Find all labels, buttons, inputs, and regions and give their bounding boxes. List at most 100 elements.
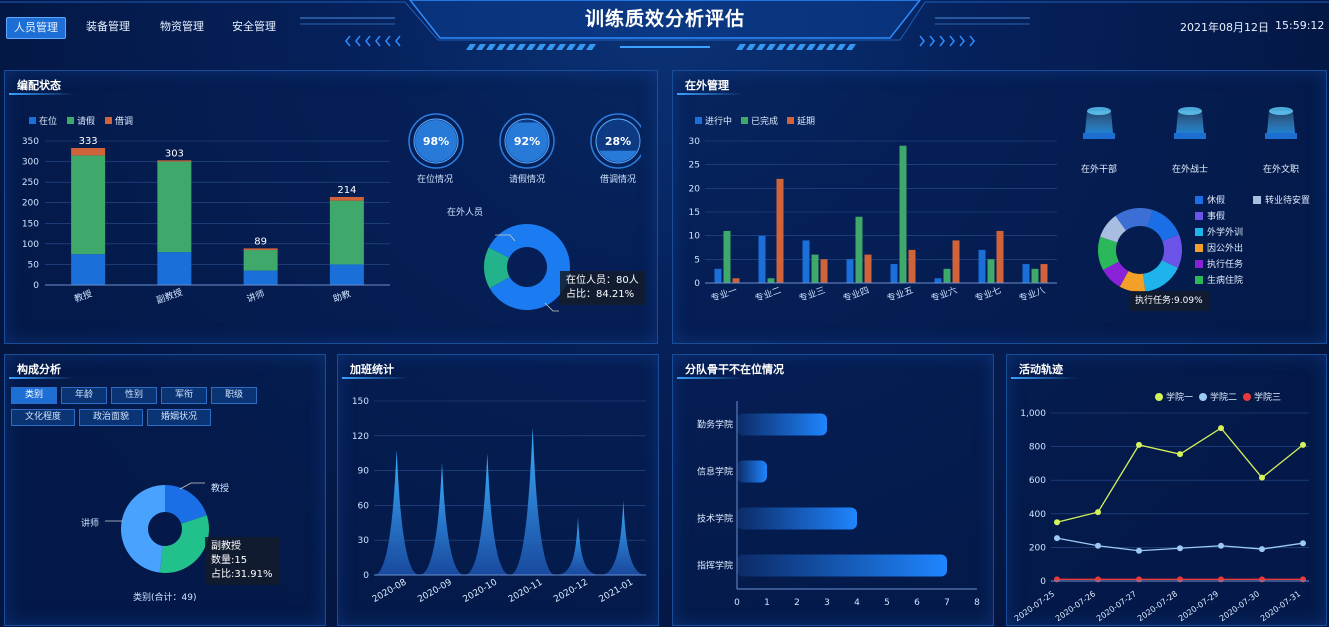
bar-0-1[interactable]	[723, 230, 731, 283]
bar-1-0[interactable]	[758, 235, 766, 283]
bar-4-1[interactable]	[899, 145, 907, 283]
bar-2-1[interactable]	[811, 254, 819, 283]
area-peak-0[interactable]	[374, 449, 420, 575]
nav-tab-supplies[interactable]: 物资管理	[160, 20, 204, 33]
hbar-3[interactable]	[737, 554, 947, 577]
tab-political[interactable]: 政治面貌	[79, 409, 143, 426]
bar-7-2[interactable]	[1040, 264, 1048, 283]
point-1-5[interactable]	[1259, 546, 1265, 553]
point-0-0[interactable]	[1054, 519, 1060, 526]
legend-item-1[interactable]: 事假	[1195, 211, 1225, 223]
legend-item-3[interactable]: 因公外出	[1195, 243, 1243, 255]
bar-4-0[interactable]	[890, 264, 898, 283]
area-peak-4[interactable]	[555, 517, 601, 575]
bar-0-1[interactable]	[71, 155, 106, 255]
tab-level[interactable]: 职级	[211, 387, 257, 404]
point-1-4[interactable]	[1218, 542, 1224, 549]
bar-0-0[interactable]	[71, 254, 106, 285]
panel-staffing-title: 编配状态	[17, 79, 61, 92]
bar-3-2[interactable]	[864, 254, 872, 283]
bar-2-0[interactable]	[243, 270, 278, 285]
bar-1-1[interactable]	[767, 278, 775, 283]
bar-3-1[interactable]	[855, 216, 863, 283]
reason-donut-slice-6[interactable]	[1100, 215, 1127, 243]
bar-1-0[interactable]	[157, 252, 192, 285]
outside-donut-slice-1[interactable]	[484, 247, 510, 289]
area-peak-1[interactable]	[419, 462, 465, 575]
tab-age[interactable]: 年龄	[61, 387, 107, 404]
legend-label-0: 在位	[39, 115, 57, 127]
bar-2-2[interactable]	[820, 259, 828, 283]
bar-3-0[interactable]	[846, 259, 854, 283]
point-0-3[interactable]	[1177, 451, 1183, 458]
point-0-4[interactable]	[1218, 425, 1224, 432]
outside-donut-slice-0[interactable]	[488, 224, 570, 310]
bar-2-2[interactable]	[243, 248, 278, 251]
tab-marital[interactable]: 婚姻状况	[147, 409, 211, 426]
reason-donut-slice-7[interactable]	[1115, 208, 1153, 231]
bar-7-1[interactable]	[1031, 268, 1039, 283]
area-peak-2[interactable]	[464, 453, 510, 575]
hbar-2[interactable]	[737, 507, 857, 530]
area-peak-3[interactable]	[510, 427, 556, 575]
reason-donut-slice-2[interactable]	[1143, 260, 1179, 292]
bar-5-2[interactable]	[952, 240, 960, 283]
bar-6-2[interactable]	[996, 230, 1004, 283]
bar-5-1[interactable]	[943, 268, 951, 283]
composition-donut-slice-1[interactable]	[159, 515, 209, 573]
bar-3-2[interactable]	[329, 196, 364, 201]
outside-reason-donut	[1098, 208, 1182, 292]
point-0-5[interactable]	[1259, 474, 1265, 481]
point-1-3[interactable]	[1177, 545, 1183, 552]
nav-tab-safety[interactable]: 安全管理	[232, 20, 276, 33]
composition-donut-slice-2[interactable]	[120, 485, 165, 573]
bar-2-1[interactable]	[243, 250, 278, 271]
bar-0-2[interactable]	[71, 147, 106, 156]
legend-label-1: 学院二	[1210, 391, 1237, 403]
tab-education[interactable]: 文化程度	[11, 409, 75, 426]
nav-tab-equipment[interactable]: 装备管理	[86, 20, 130, 33]
reason-donut-slice-1[interactable]	[1161, 234, 1182, 268]
composition-donut-slice-0[interactable]	[165, 485, 207, 524]
bar-1-2[interactable]	[776, 178, 784, 283]
legend-item-0[interactable]: 休假	[1195, 195, 1225, 207]
bar-1-1[interactable]	[157, 161, 192, 253]
reason-donut-slice-3[interactable]	[1119, 271, 1146, 292]
point-0-1[interactable]	[1095, 509, 1101, 516]
bar-6-1[interactable]	[987, 259, 995, 283]
bar-0-0[interactable]	[714, 268, 722, 283]
x-tick-label-1: 1	[764, 598, 770, 608]
bar-2-0[interactable]	[802, 240, 810, 283]
legend-item-6[interactable]: 转业待安置	[1253, 195, 1310, 207]
point-1-2[interactable]	[1136, 547, 1142, 554]
hbar-1[interactable]	[737, 460, 767, 483]
hbar-0[interactable]	[737, 413, 827, 436]
reason-donut-slice-0[interactable]	[1147, 210, 1180, 242]
area-peak-5[interactable]	[600, 500, 646, 575]
tab-category[interactable]: 类别	[11, 387, 57, 404]
bar-4-2[interactable]	[908, 249, 916, 283]
bar-7-0[interactable]	[1022, 264, 1030, 283]
bar-3-0[interactable]	[329, 264, 364, 285]
point-1-0[interactable]	[1054, 535, 1060, 542]
bar-6-0[interactable]	[978, 249, 986, 283]
legend-item-5[interactable]: 生病住院	[1195, 275, 1243, 287]
nav-tab-personnel[interactable]: 人员管理	[6, 17, 66, 39]
reason-donut-slice-4[interactable]	[1103, 261, 1129, 287]
legend-swatch-2	[1195, 228, 1203, 236]
bar-5-0[interactable]	[934, 278, 942, 283]
point-1-6[interactable]	[1300, 540, 1306, 547]
y-tick-label-5: 150	[352, 397, 369, 407]
bar-1-2[interactable]	[157, 160, 192, 162]
point-0-2[interactable]	[1136, 441, 1142, 448]
bar-0-2[interactable]	[732, 278, 740, 283]
legend-item-4[interactable]: 执行任务	[1195, 259, 1243, 271]
point-0-6[interactable]	[1300, 441, 1306, 448]
legend-label-3: 因公外出	[1207, 244, 1244, 254]
bar-3-1[interactable]	[329, 200, 364, 265]
point-1-1[interactable]	[1095, 542, 1101, 549]
tab-rank[interactable]: 军衔	[161, 387, 207, 404]
reason-donut-slice-5[interactable]	[1098, 236, 1119, 271]
legend-item-2[interactable]: 外学外训	[1195, 227, 1243, 239]
tab-gender[interactable]: 性别	[111, 387, 157, 404]
